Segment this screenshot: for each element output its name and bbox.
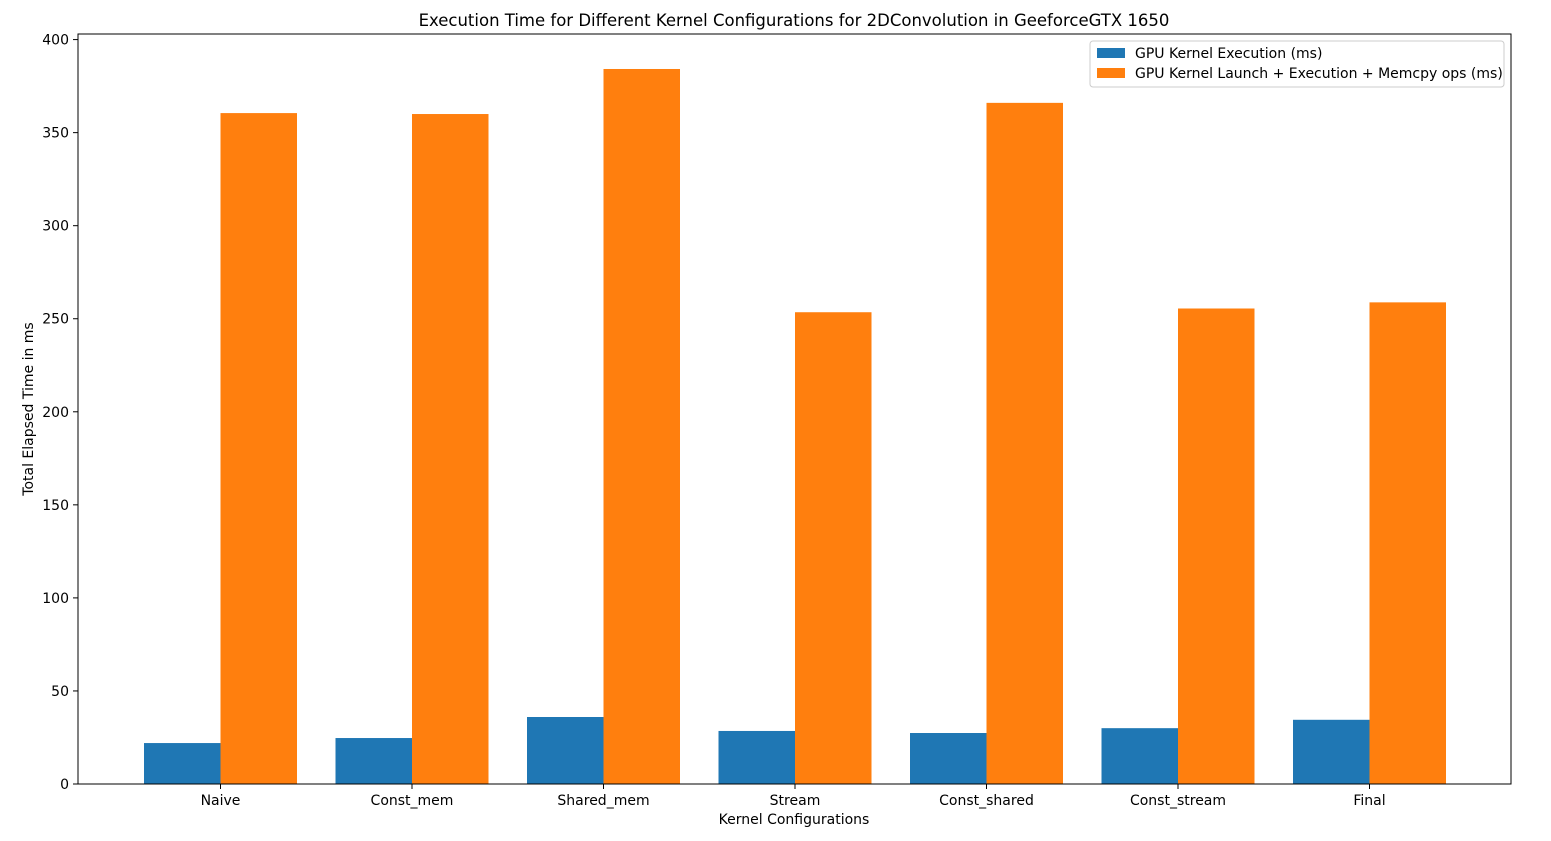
bar-launch-execution-memcpy-const-stream	[1178, 308, 1255, 784]
bar-kernel-execution-shared-mem	[527, 717, 604, 784]
x-tick-label: Const_shared	[939, 793, 1034, 809]
legend-label: GPU Kernel Launch + Execution + Memcpy o…	[1135, 66, 1503, 82]
x-tick-label: Naive	[201, 793, 241, 809]
bar-launch-execution-memcpy-final	[1369, 302, 1446, 784]
bar-launch-execution-memcpy-const-shared	[986, 102, 1063, 784]
legend-swatch	[1097, 48, 1125, 58]
bar-launch-execution-memcpy-naive	[220, 113, 297, 784]
bar-kernel-execution-const-stream	[1101, 728, 1178, 784]
y-axis-title: Total Elapsed Time in ms	[21, 322, 37, 496]
y-tick-label: 300	[42, 219, 69, 235]
y-tick-label: 0	[60, 777, 69, 793]
x-tick-label: Const_stream	[1130, 793, 1226, 809]
y-tick-label: 150	[42, 498, 69, 514]
x-tick-label: Stream	[770, 793, 821, 809]
bar-launch-execution-memcpy-const-mem	[412, 114, 489, 785]
bar-kernel-execution-naive	[144, 743, 221, 784]
bar-kernel-execution-stream	[718, 730, 795, 784]
chart-title: Execution Time for Different Kernel Conf…	[419, 11, 1170, 30]
y-tick-label: 200	[42, 405, 69, 421]
legend-swatch	[1097, 68, 1125, 78]
bar-launch-execution-memcpy-stream	[795, 312, 872, 784]
x-tick-label: Const_mem	[371, 793, 454, 809]
axes-layer: 0 50 100 150 200 250 300 350 400 Naive Const_mem Sh…	[42, 33, 1512, 809]
x-tick-label: Shared_mem	[557, 793, 649, 809]
legend-label: GPU Kernel Execution (ms)	[1135, 46, 1322, 62]
bar-launch-execution-memcpy-shared-mem	[603, 68, 680, 784]
bar-kernel-execution-const-mem	[335, 738, 412, 784]
legend: GPU Kernel Execution (ms) GPU Kernel Laun…	[1089, 40, 1505, 88]
bar-kernel-execution-const-shared	[910, 733, 987, 784]
y-tick-label: 250	[42, 312, 69, 328]
x-axis-title: Kernel Configurations	[719, 812, 870, 828]
y-tick-label: 350	[42, 126, 69, 142]
y-tick-label: 400	[42, 33, 69, 49]
x-tick-label: Final	[1353, 793, 1385, 809]
bar-kernel-execution-final	[1293, 719, 1370, 784]
y-tick-label: 100	[42, 591, 69, 607]
y-tick-label: 50	[51, 684, 69, 700]
bars-layer	[144, 68, 1446, 785]
legend-box	[1089, 40, 1505, 88]
